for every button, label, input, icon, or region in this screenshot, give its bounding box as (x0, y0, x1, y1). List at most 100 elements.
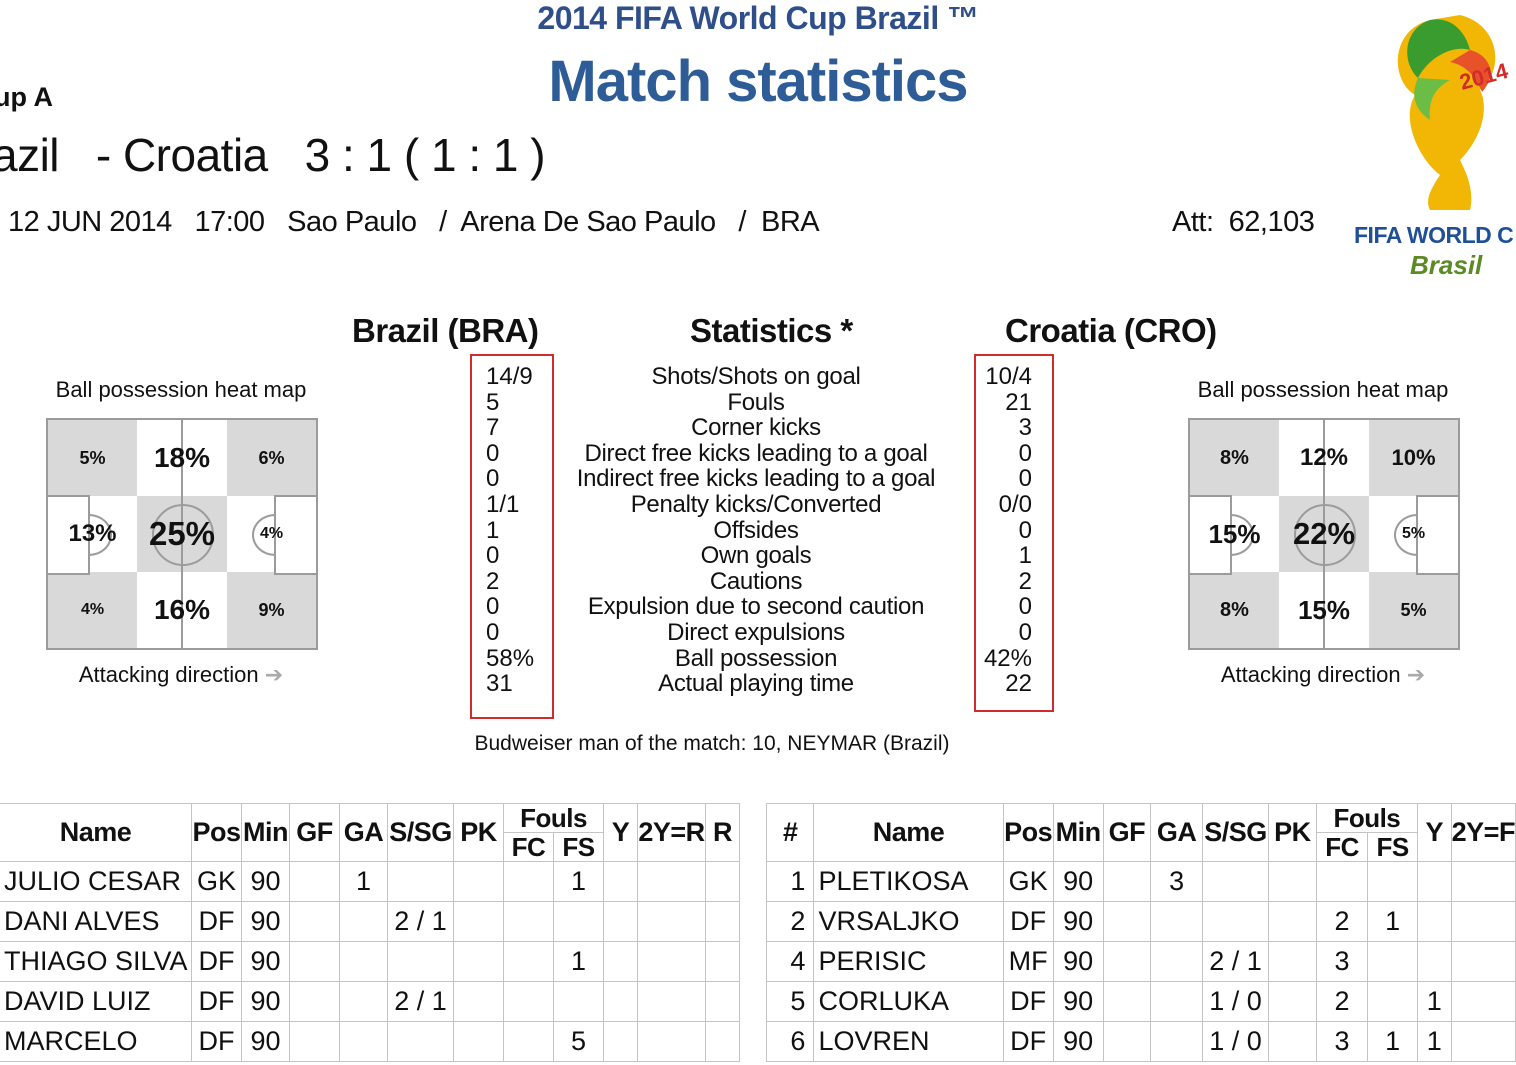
player-ga: 3 (1150, 861, 1204, 902)
stat-label: Cautions (709, 567, 803, 595)
player-fs (553, 981, 604, 1022)
col-header-gf: GF (1102, 803, 1152, 862)
player-number: 2 (765, 901, 815, 942)
player-gf (1102, 861, 1152, 902)
match-info: 12 JUN 2014 17:00 Sao Paulo / Arena De S… (8, 206, 820, 238)
document-title: Match statistics (548, 49, 968, 114)
player-y: 1 (1416, 981, 1452, 1022)
player-name: THIAGO SILVA (0, 941, 192, 982)
home-stat-value: 1/1 (486, 490, 520, 518)
player-pos: DF (191, 981, 242, 1022)
player-gf (289, 1021, 340, 1062)
away-stat-value: 0 (1018, 516, 1032, 544)
player-2y (1450, 981, 1516, 1022)
logo-text-brasil: Brasil (1410, 250, 1483, 280)
world-cup-logo: 2014 (1397, 15, 1511, 210)
home-stat-value: 0 (486, 593, 500, 621)
away-team-name: Croatia (CRO) (1005, 312, 1217, 349)
stat-label: Actual playing time (658, 670, 854, 698)
player-gf (289, 861, 340, 902)
player-fc (1315, 861, 1369, 902)
home-stat-value: 31 (486, 670, 513, 698)
player-fs: 1 (553, 941, 604, 982)
col-header-2y: 2Y=R (637, 803, 706, 862)
arrow-right-icon: ➔ (264, 662, 284, 687)
player-min: 90 (241, 981, 290, 1022)
man-of-the-match: Budweiser man of the match: 10, NEYMAR (… (474, 732, 950, 755)
heatmap-cell: 18% (153, 442, 211, 473)
col-header-r: R (705, 803, 740, 862)
player-2y (637, 981, 706, 1022)
heatmap-cell: 5% (1401, 525, 1426, 542)
col-header-ga: GA (1150, 803, 1204, 862)
player-pk (1267, 861, 1317, 902)
player-y (1416, 941, 1452, 982)
player-y (1416, 901, 1452, 942)
attendance: Att: 62,103 (1172, 206, 1315, 238)
heatmap-cell: 4% (48, 572, 137, 648)
heatmap-cell: 16% (153, 594, 211, 625)
player-pos: GK (1002, 861, 1054, 902)
player-y (603, 981, 638, 1022)
player-min: 90 (1052, 981, 1104, 1022)
player-pos: DF (1002, 901, 1054, 942)
player-fc: 3 (1315, 1021, 1369, 1062)
col-header-min: Min (241, 803, 290, 862)
player-ga: 1 (339, 861, 388, 902)
away-players-table: # Name Pos Min GF GA S/SG PK Fouls Y 2Y=… (765, 803, 1516, 1062)
away-heatmap-title: Ball possession heat map (1197, 377, 1449, 402)
away-stat-value: 0 (1018, 439, 1032, 467)
player-pk (453, 1021, 504, 1062)
stat-label: Shots/Shots on goal (651, 363, 861, 390)
player-name: PERISIC (813, 941, 1004, 982)
away-attacking-direction: Attacking direction ➔ (1188, 662, 1458, 688)
player-2y (1450, 1021, 1516, 1062)
col-header-min: Min (1052, 803, 1104, 862)
player-name: PLETIKOSA (813, 861, 1004, 902)
stat-labels-column: Shots/Shots on goal Fouls Corner kicks D… (560, 364, 952, 697)
heatmap-cell: 15% (1208, 518, 1261, 549)
player-2y (637, 861, 706, 902)
player-number: 1 (765, 861, 815, 902)
player-gf (289, 901, 340, 942)
col-header-pk: PK (453, 803, 504, 862)
col-header-ssg: S/SG (1202, 803, 1269, 862)
away-stats-highlight (974, 354, 1054, 712)
player-number: 4 (765, 941, 815, 982)
heatmap-cell: 15% (1297, 594, 1351, 625)
home-stat-value: 0 (486, 465, 500, 493)
pitch-penalty-box (48, 495, 90, 575)
heatmap-cell: 9% (227, 572, 316, 648)
player-number: 5 (765, 981, 815, 1022)
col-header-gf: GF (289, 803, 340, 862)
stat-label: Indirect free kicks leading to a goal (576, 465, 936, 493)
player-r (705, 981, 740, 1022)
player-y (1416, 861, 1452, 902)
col-header-fc: FC (503, 832, 554, 862)
col-header-ga: GA (339, 803, 388, 862)
stat-label: Own goals (700, 542, 812, 570)
player-fs: 1 (1367, 1021, 1418, 1062)
player-min: 90 (241, 901, 290, 942)
pitch-center-circle (152, 504, 214, 566)
pitch-penalty-box (1416, 495, 1458, 575)
col-header-ssg: S/SG (387, 803, 454, 862)
player-2y (637, 1021, 706, 1062)
player-fc: 3 (1315, 941, 1369, 982)
stat-label: Fouls (727, 388, 785, 416)
stat-label: Direct expulsions (667, 618, 845, 646)
table-row: MARCELO DF 90 5 (0, 1021, 740, 1062)
home-stat-value: 2 (486, 567, 500, 595)
player-pk (453, 901, 504, 942)
home-stat-value: 7 (486, 414, 500, 442)
heatmap-cell: 5% (48, 420, 137, 496)
player-pos: MF (1002, 941, 1054, 982)
player-pk (453, 981, 504, 1022)
away-stat-value: 3 (1018, 414, 1032, 442)
heatmap-cell: 8% (1190, 420, 1279, 496)
away-heatmap: 8% 12% 10% 15% 22% 5% 8% 15% 5% (1188, 418, 1460, 650)
arrow-right-icon: ➔ (1406, 662, 1426, 687)
player-fs (1367, 941, 1418, 982)
player-ga (1150, 981, 1204, 1022)
player-ssg (1202, 901, 1269, 942)
